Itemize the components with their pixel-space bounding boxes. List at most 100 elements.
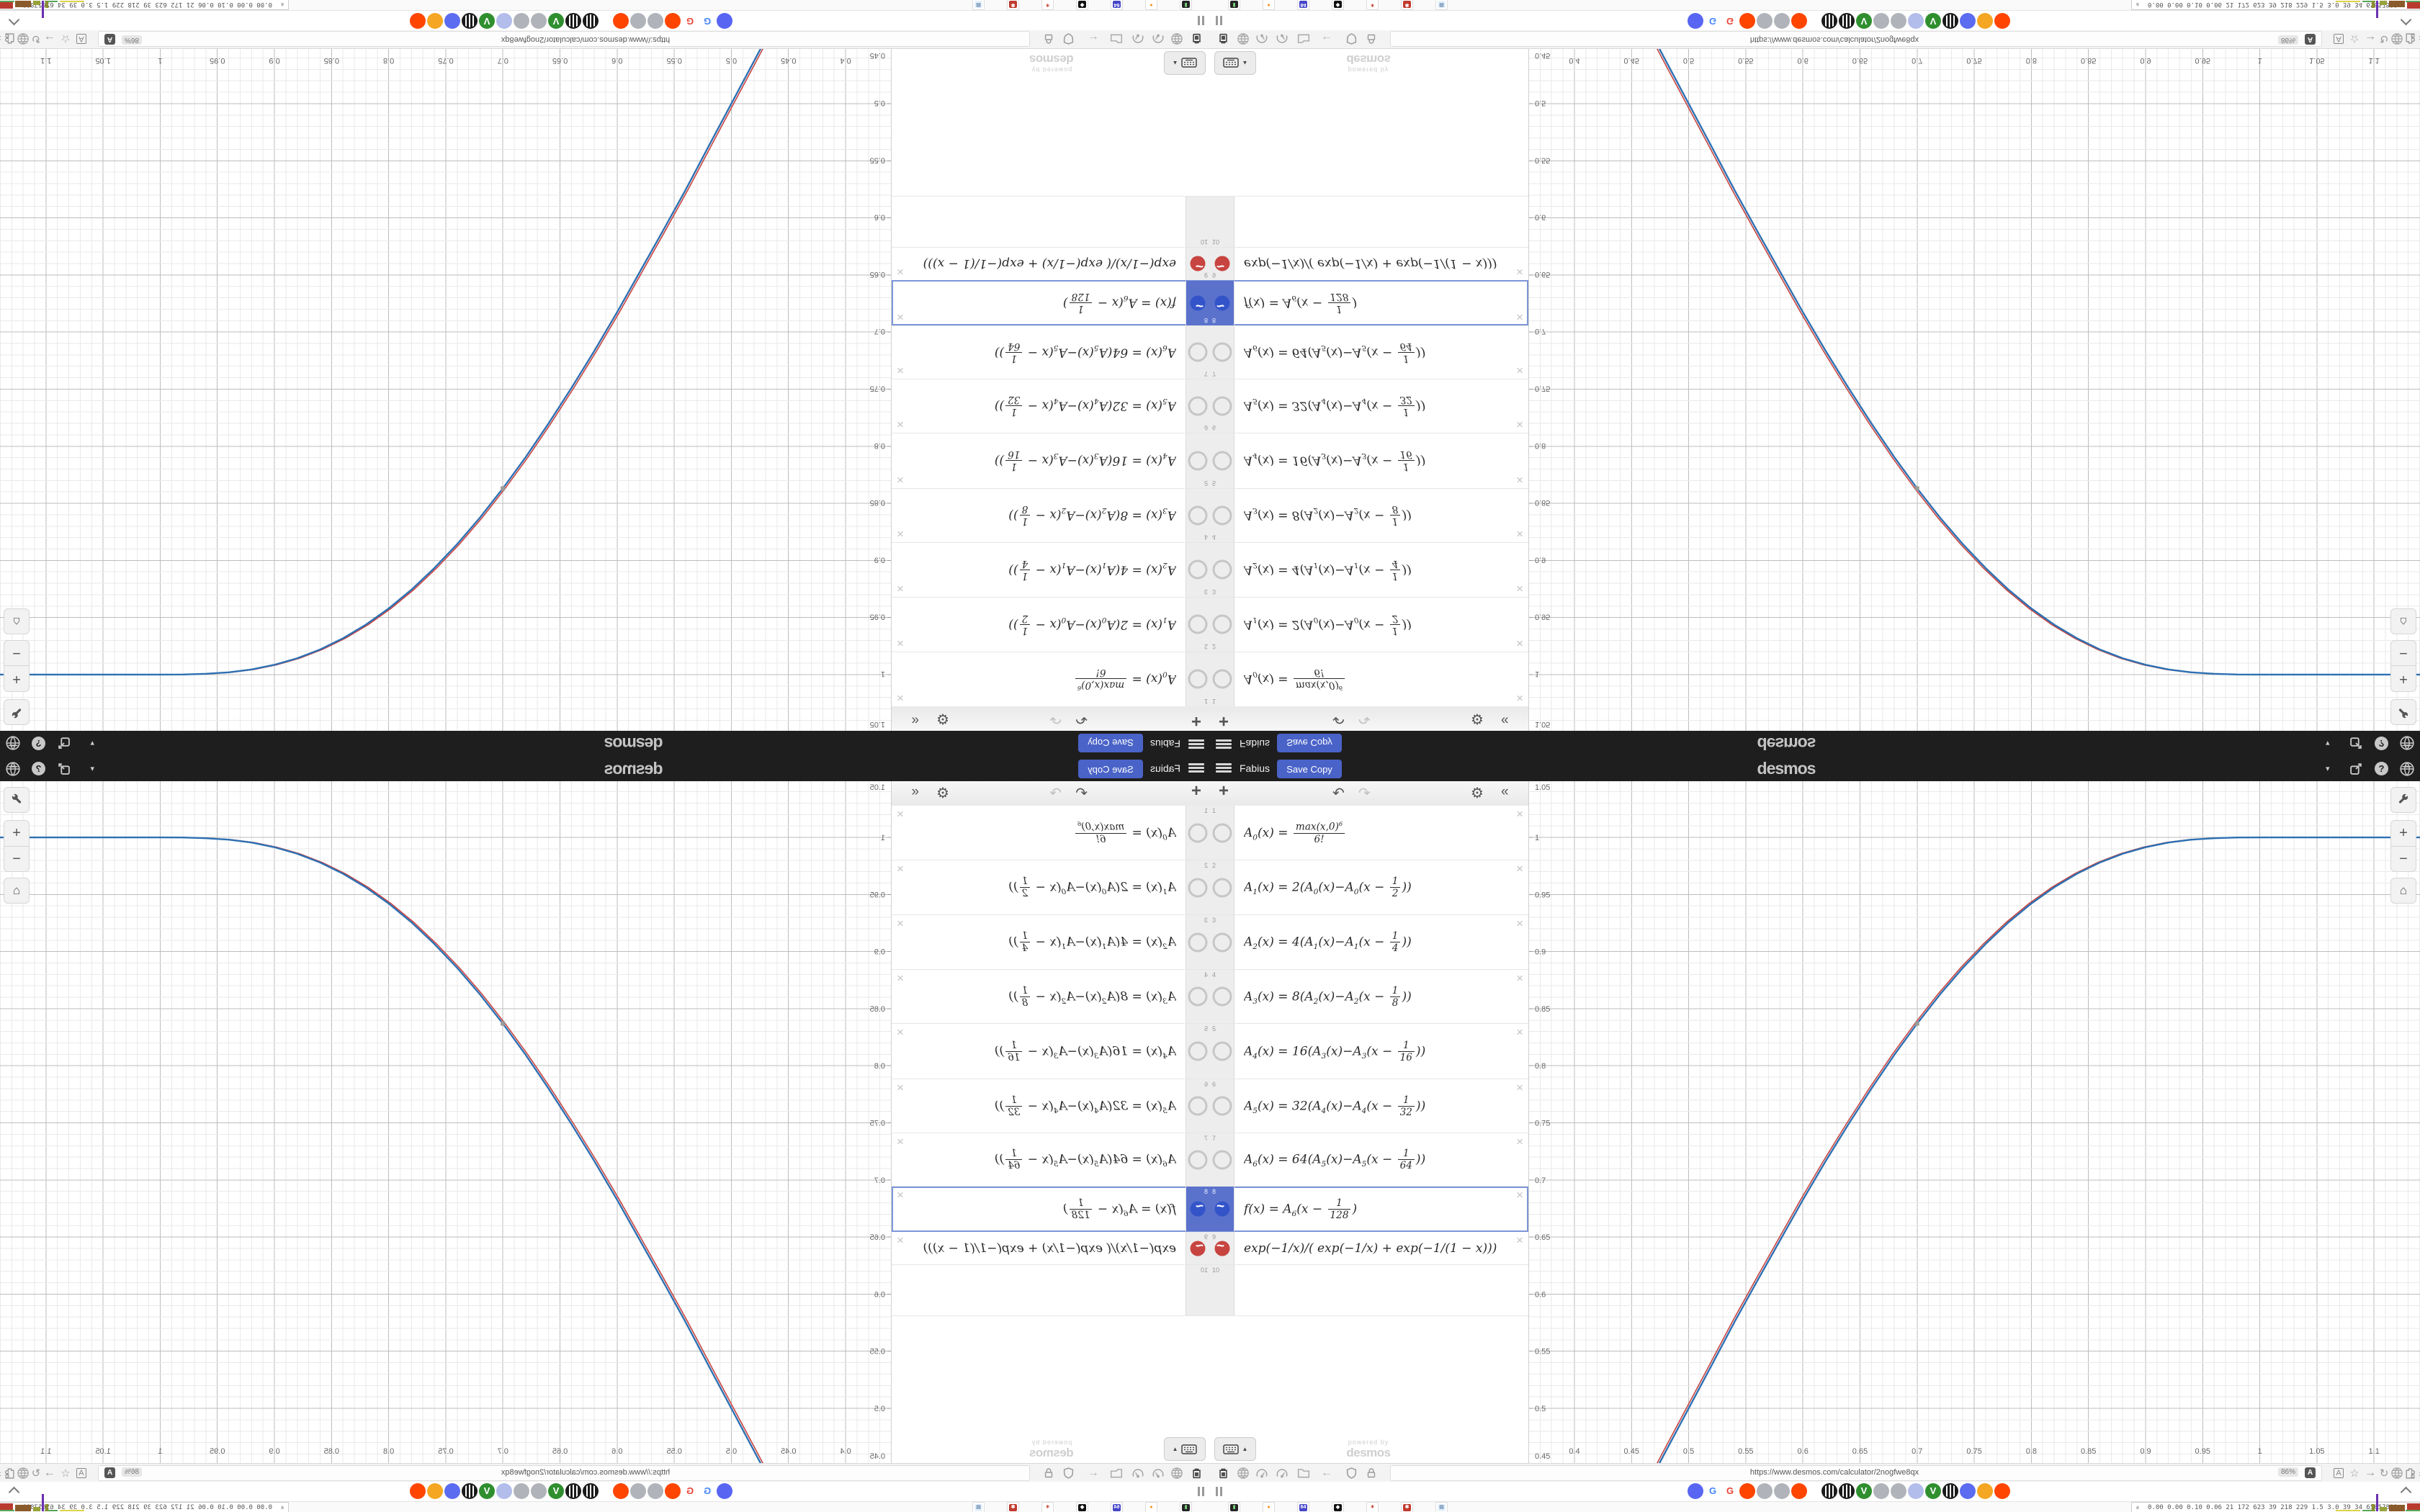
trash-tab[interactable] [1839,1483,1855,1499]
back-arrow-icon[interactable]: ← [1321,1467,1332,1479]
expression-gutter[interactable]: 8 [1186,1187,1210,1231]
bookmark-star-icon[interactable]: ☆ [60,32,71,45]
expression-gutter[interactable]: 5 [1186,1024,1210,1079]
trash-tab[interactable] [565,13,581,29]
gray-tab[interactable] [630,13,646,29]
trash-icon[interactable] [1216,1466,1230,1480]
expression-row[interactable]: 10 [1210,1265,1528,1316]
plot-color-icon[interactable] [1214,1238,1229,1256]
expression-row[interactable]: 6 A5(x) = 32(A4(x)−A4(x − 1 32)) × [892,1079,1210,1133]
expression-row[interactable]: 9 exp(−1/x)/( exp(−1/x) + exp(−1/(1 − x))… [892,1232,1210,1265]
edit-list-gear-icon[interactable]: ⚙ [1471,711,1484,726]
plot-color-icon[interactable] [1191,256,1206,271]
gray-tab[interactable] [1873,13,1889,29]
graph-paper[interactable]: 0.4 0.45 0.5 0.55 0.6 0.65 0.7 0.75 0.8 0.85 0.9 0.… [1529,49,2420,731]
sun-tab[interactable] [427,13,443,29]
red-gear-app-icon[interactable]: ✱ [1401,1502,1413,1512]
help-icon[interactable]: ? [32,737,45,750]
expression-row[interactable]: 4 A3(x) = 8(A2(x)−A2(x − 1 8)) × [1210,488,1528,542]
trash-tab[interactable] [462,1483,478,1499]
plot-color-icon[interactable] [1191,295,1206,311]
google-tab[interactable]: G [682,1483,698,1499]
overflow-chevrons-icon[interactable]: » [0,32,6,46]
plot-hidden-circle-icon[interactable] [1188,823,1208,842]
puzzle-icon[interactable] [2403,32,2417,46]
redo-icon[interactable]: ↷ [1358,786,1371,801]
url-bar[interactable]: https://www.desmos.com/calculator/2nogfw… [98,1465,1030,1481]
globe-wire-icon[interactable] [2390,1466,2404,1480]
chat-tab[interactable] [444,13,460,29]
delete-expression-icon[interactable]: × [1516,971,1523,985]
expression-math[interactable]: A1(x) = 2(A0(x)−A0(x − 1 2)) [1244,876,1412,899]
terminal-app-icon[interactable]: ▮ [1180,1502,1192,1512]
expression-gutter[interactable]: 10 [1210,197,1234,247]
gray-tab[interactable] [630,1483,646,1499]
expression-math[interactable]: A1(x) = 2(A0(x)−A0(x − 1 2)) [1008,876,1176,899]
delete-expression-icon[interactable]: × [897,527,904,541]
puzzle-icon[interactable] [2403,1466,2417,1480]
expression-row[interactable]: 3 A2(x) = 4(A1(x)−A1(x − 1 4)) × [1210,542,1528,597]
terminal-app-icon[interactable]: ▮ [1180,0,1192,10]
green-tab[interactable]: V [479,13,495,29]
reload-icon[interactable]: ↻ [31,1467,41,1480]
plot-hidden-circle-icon[interactable] [1188,343,1208,362]
expression-row[interactable]: 1 A0(x) = max(x,0)6 6! × [892,806,1210,860]
expression-gutter[interactable]: 9 [1186,1232,1210,1264]
graph-title[interactable]: Fabius [1240,738,1270,750]
expression-math[interactable]: A5(x) = 32(A4(x)−A4(x − 1 32)) [1244,394,1426,418]
red-gear-app-icon[interactable]: ✱ [1401,0,1413,10]
google-tab[interactable]: G [699,13,715,29]
account-caret-icon[interactable]: ▾ [2326,739,2330,747]
tab-scroll-chevron-icon[interactable] [2400,14,2412,26]
redo-icon[interactable]: ↷ [1049,711,1062,726]
gauge-icon[interactable] [1131,32,1145,46]
shield-icon[interactable] [1344,32,1358,46]
gauge-icon[interactable] [1275,1466,1289,1480]
gray-tab[interactable] [1774,1483,1790,1499]
plot-hidden-circle-icon[interactable] [1212,823,1232,842]
google-tab[interactable]: G [682,13,698,29]
collapse-panel-icon[interactable]: « [1501,713,1509,728]
expression-row[interactable]: 1 A0(x) = max(x,0)6 6! × [1210,806,1528,860]
expression-gutter[interactable]: 1 [1186,652,1210,706]
reddit-tab[interactable] [613,13,629,29]
expression-math[interactable]: A6(x) = 64(A5(x)−A5(x − 1 64)) [994,341,1176,364]
save-copy-button[interactable]: Save Copy [1277,760,1342,778]
delete-expression-icon[interactable]: × [897,1025,904,1039]
expression-gutter[interactable]: 8 [1210,1187,1234,1231]
expression-math[interactable]: exp(−1/x)/( exp(−1/x) + exp(−1/(1 − x))) [1244,1241,1497,1256]
expression-math[interactable]: A4(x) = 16(A3(x)−A3(x − 1 16)) [994,1039,1176,1063]
lock-icon[interactable] [1041,1466,1056,1480]
expression-row[interactable]: 7 A6(x) = 64(A5(x)−A5(x − 1 64)) × [892,325,1210,379]
stats-chevron-icon[interactable]: » [2134,1506,2142,1510]
expression-row[interactable]: 4 A3(x) = 8(A2(x)−A2(x − 1 8)) × [892,488,1210,542]
gauge-icon[interactable] [1151,32,1165,46]
expression-row[interactable]: 7 A6(x) = 64(A5(x)−A5(x − 1 64)) × [1210,325,1528,379]
folder-icon[interactable] [1296,1466,1311,1480]
keyboard-toggle-button[interactable]: ▲ [1214,51,1256,75]
shield-icon[interactable] [1062,32,1076,46]
green-tab[interactable]: V [1856,1483,1872,1499]
globe-wire-icon[interactable] [1170,32,1184,46]
floppy64-app-icon[interactable]: 64 [1297,1502,1309,1512]
google-tab[interactable]: G [699,1483,715,1499]
expression-row[interactable]: 2 A1(x) = 2(A0(x)−A0(x − 1 2)) × [1210,860,1528,915]
expression-row[interactable]: 3 A2(x) = 4(A1(x)−A1(x − 1 4)) × [892,915,1210,970]
expression-row[interactable]: 5 A4(x) = 16(A3(x)−A3(x − 1 16)) × [892,433,1210,488]
add-expression-button[interactable]: + [1191,781,1201,801]
discord-tab[interactable] [1688,13,1703,29]
language-globe-icon[interactable] [2400,762,2414,780]
delete-expression-icon[interactable]: × [1516,582,1523,595]
collapse-panel-icon[interactable]: « [911,713,919,728]
back-arrow-icon[interactable]: ← [1321,33,1332,45]
delete-expression-icon[interactable]: × [1516,691,1523,705]
redo-icon[interactable]: ↷ [1358,711,1371,726]
gray-tab[interactable] [647,1483,663,1499]
reddit-tab[interactable] [1739,13,1755,29]
terminal-app-icon[interactable]: ▮ [1228,1502,1240,1512]
delete-expression-icon[interactable]: × [1516,527,1523,541]
page-zoom-level[interactable]: 86% [122,1467,143,1477]
expression-row[interactable]: 10 [1210,196,1528,247]
